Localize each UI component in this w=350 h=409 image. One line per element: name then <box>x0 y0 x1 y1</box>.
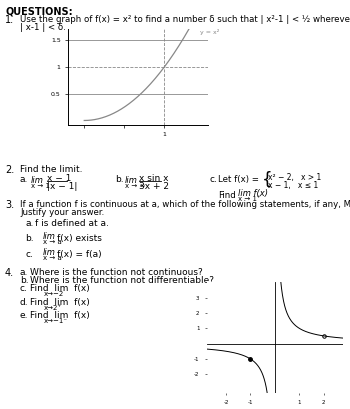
Text: c.: c. <box>25 250 33 259</box>
Text: x → 1⁺: x → 1⁺ <box>238 196 261 202</box>
Text: 1.: 1. <box>5 15 14 25</box>
Text: b.: b. <box>115 175 124 184</box>
Text: c.: c. <box>210 175 218 184</box>
Text: {: { <box>262 171 273 189</box>
Text: a.: a. <box>20 268 28 277</box>
Text: If a function f is continuous at a, which of the following statements, if any, M: If a function f is continuous at a, whic… <box>20 200 350 209</box>
Text: Find  lim  f(x): Find lim f(x) <box>30 311 90 320</box>
Text: x² − 2,   x > 1: x² − 2, x > 1 <box>268 173 321 182</box>
Text: Find  lim  f(x): Find lim f(x) <box>30 284 90 293</box>
Text: lim: lim <box>31 176 44 185</box>
Text: x → a: x → a <box>43 239 62 245</box>
Text: x → 1: x → 1 <box>31 183 50 189</box>
Text: Where is the function not differentiable?: Where is the function not differentiable… <box>30 276 214 285</box>
Text: c.: c. <box>20 284 28 293</box>
Text: lim: lim <box>43 232 56 241</box>
Text: f(x) = f(a): f(x) = f(a) <box>57 250 102 259</box>
Text: x→2⁺: x→2⁺ <box>44 305 62 311</box>
Text: Let f(x) =: Let f(x) = <box>218 175 259 184</box>
Text: a.: a. <box>20 175 28 184</box>
Text: Where is the function not continuous?: Where is the function not continuous? <box>30 268 203 277</box>
Text: 4.: 4. <box>5 268 14 278</box>
Text: QUESTIONS:: QUESTIONS: <box>5 6 73 16</box>
Text: y = x²: y = x² <box>200 29 219 35</box>
Text: Use the graph of f(x) = x² to find a number δ such that | x²-1 | < ½ wherever: Use the graph of f(x) = x² to find a num… <box>20 15 350 24</box>
Text: lim f(x): lim f(x) <box>238 189 268 198</box>
Text: x − 1: x − 1 <box>47 174 71 183</box>
Text: d.: d. <box>20 298 29 307</box>
Text: a.: a. <box>25 219 33 228</box>
Text: 3.: 3. <box>5 200 14 210</box>
Text: Find: Find <box>218 191 236 200</box>
Text: x − 1,   x ≤ 1: x − 1, x ≤ 1 <box>268 181 318 190</box>
Text: e.: e. <box>20 311 28 320</box>
Text: f(x) exists: f(x) exists <box>57 234 102 243</box>
Text: lim: lim <box>43 248 56 257</box>
Text: x→−2: x→−2 <box>44 291 64 297</box>
Text: lim: lim <box>125 176 138 185</box>
Text: Justify your answer.: Justify your answer. <box>20 208 104 217</box>
Text: f is defined at a.: f is defined at a. <box>35 219 109 228</box>
Text: b.: b. <box>25 234 34 243</box>
Text: x→−1⁻: x→−1⁻ <box>44 318 68 324</box>
Text: | x-1 | < δ.: | x-1 | < δ. <box>20 23 66 32</box>
Text: b.: b. <box>20 276 29 285</box>
Text: 3x + 2: 3x + 2 <box>139 182 169 191</box>
Text: |x − 1|: |x − 1| <box>47 182 77 191</box>
Text: x sin x: x sin x <box>139 174 168 183</box>
Text: Find  lim  f(x): Find lim f(x) <box>30 298 90 307</box>
Text: x → ∞: x → ∞ <box>125 183 145 189</box>
Text: Find the limit.: Find the limit. <box>20 165 83 174</box>
Text: x → a: x → a <box>43 255 62 261</box>
Text: 2.: 2. <box>5 165 14 175</box>
